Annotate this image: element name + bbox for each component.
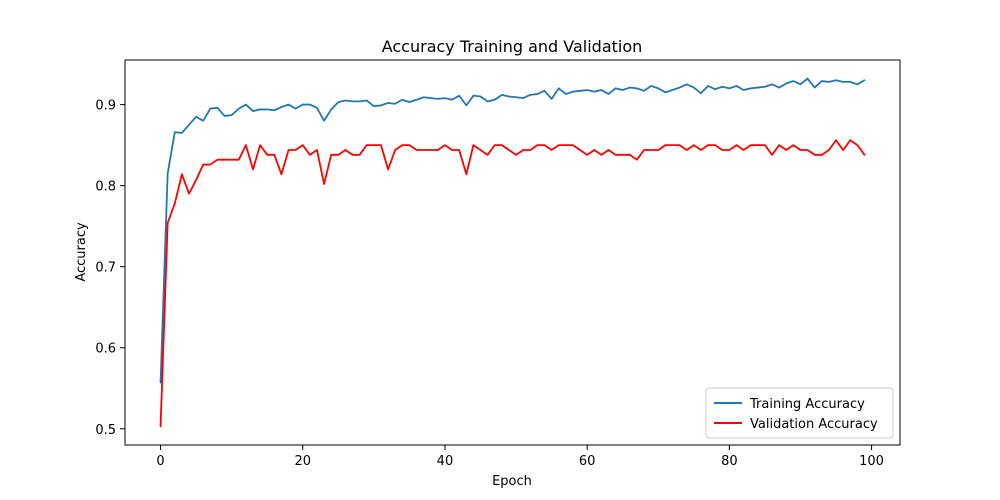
x-axis-ticks: 0 20 40 60 80 100 [156, 445, 884, 469]
legend-label-1: Validation Accuracy [750, 417, 878, 432]
y-tick-label: 0.9 [95, 99, 116, 114]
plot-frame [124, 59, 901, 446]
x-axis-label: Epoch [492, 474, 532, 489]
x-tick-label: 20 [294, 454, 311, 469]
series-line-0 [159, 77, 866, 384]
y-axis-ticks: 0.5 0.6 0.7 0.8 0.9 [95, 99, 125, 438]
x-tick-label: 60 [579, 454, 596, 469]
chart-title: Accuracy Training and Validation [382, 37, 643, 56]
x-tick-label: 40 [437, 454, 454, 469]
legend-label-0: Training Accuracy [749, 397, 865, 412]
legend: Training Accuracy Validation Accuracy [705, 387, 894, 439]
y-axis-label: Accuracy [74, 222, 89, 282]
legend-box [705, 387, 894, 439]
series-layer [159, 77, 866, 428]
series-line-1 [159, 139, 866, 428]
y-tick-label: 0.7 [95, 261, 116, 276]
x-tick-label: 0 [156, 454, 164, 469]
y-tick-label: 0.6 [95, 342, 116, 357]
x-tick-label: 80 [721, 454, 738, 469]
y-tick-label: 0.8 [95, 180, 116, 195]
x-tick-label: 100 [859, 454, 884, 469]
y-tick-label: 0.5 [95, 423, 116, 438]
